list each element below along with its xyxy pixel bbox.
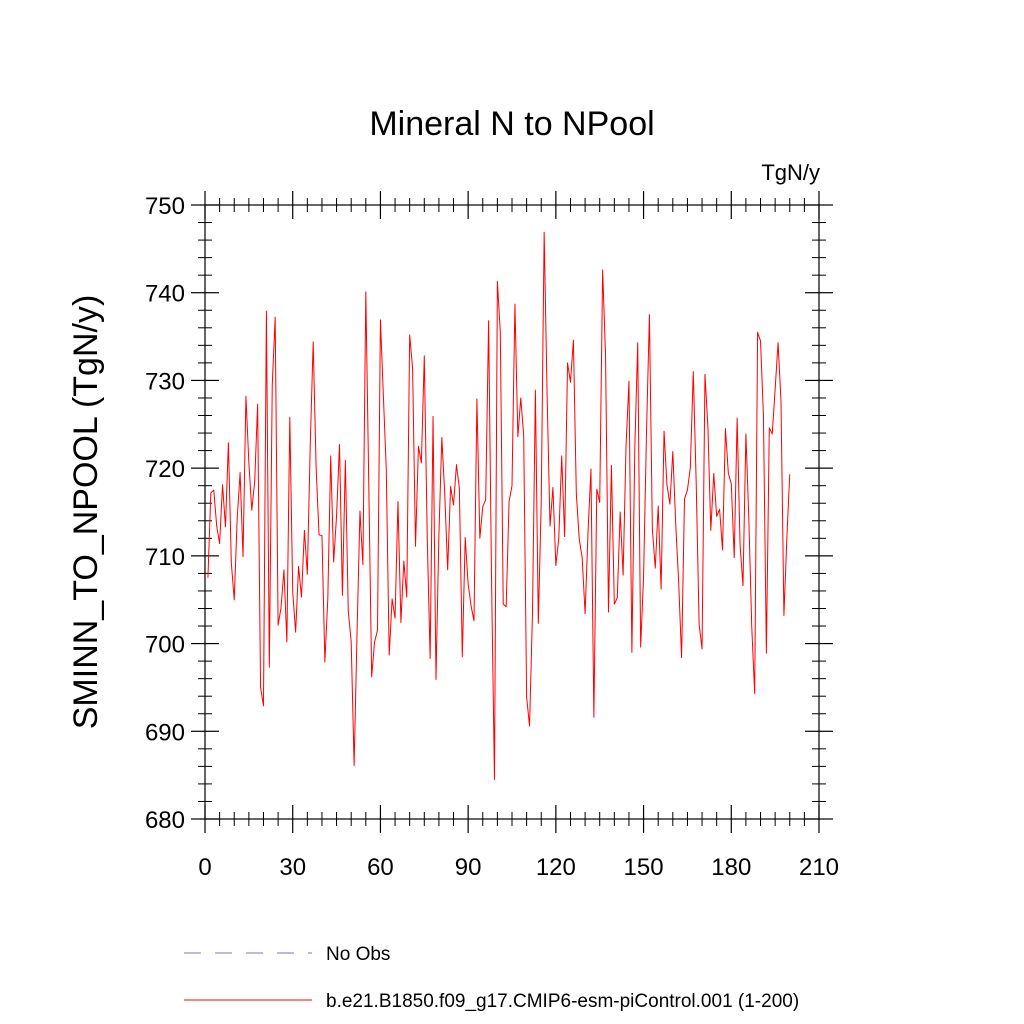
y-tick-label: 710: [145, 544, 185, 571]
series-line-0: [207, 231, 791, 781]
legend-label-0: No Obs: [326, 944, 390, 965]
x-tick-label: 180: [711, 854, 751, 881]
axis-ticks: [191, 191, 833, 833]
y-tick-label: 740: [145, 281, 185, 308]
units-label: TgN/y: [761, 160, 820, 185]
legend-label-1: b.e21.B1850.f09_g17.CMIP6-esm-piControl.…: [326, 991, 799, 1012]
x-tick-label: 90: [455, 854, 482, 881]
y-tick-label: 750: [145, 193, 185, 220]
legend: No Obs b.e21.B1850.f09_g17.CMIP6-esm-piCo…: [184, 944, 799, 1012]
plot-frame: [204, 204, 820, 820]
y-tick-label: 720: [145, 456, 185, 483]
x-tick-label: 0: [198, 854, 211, 881]
x-tick-label: 210: [799, 854, 839, 881]
tick-labels: 0 30 60 90 120 150 180 210 680 690 700 710 720 730 740…: [145, 193, 839, 881]
y-tick-label: 700: [145, 632, 185, 659]
x-tick-label: 30: [279, 854, 306, 881]
y-axis-label: SMINN_TO_NPOOL (TgN/y): [67, 295, 105, 730]
x-tick-label: 150: [624, 854, 664, 881]
y-tick-label: 680: [145, 807, 185, 834]
chart-title: Mineral N to NPool: [369, 105, 654, 143]
series-layer: [207, 231, 791, 781]
x-tick-label: 60: [367, 854, 394, 881]
x-tick-label: 120: [536, 854, 576, 881]
y-tick-label: 690: [145, 719, 185, 746]
y-tick-label: 730: [145, 368, 185, 395]
